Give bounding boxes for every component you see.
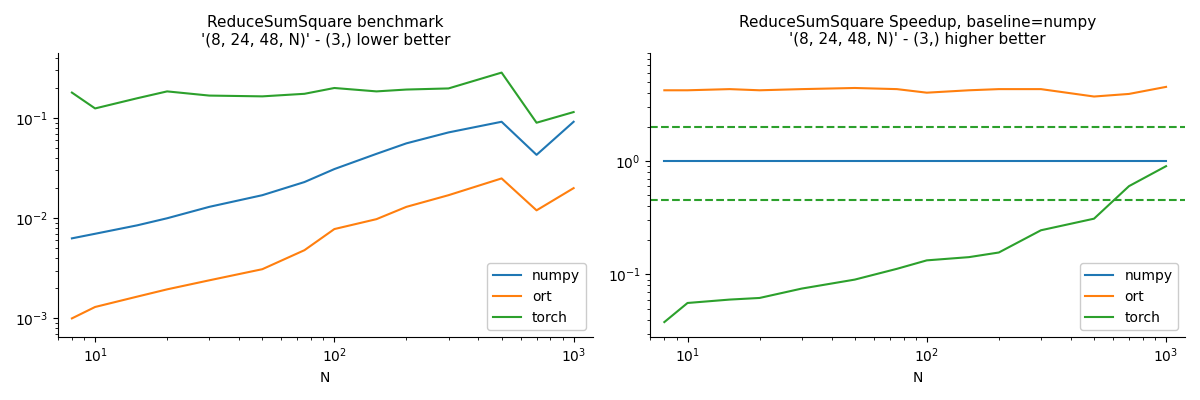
torch	[794, 286, 809, 291]
ort	[1087, 94, 1102, 99]
numpy	[889, 158, 904, 163]
Line: torch: torch	[72, 72, 574, 123]
Title: ReduceSumSquare benchmark
'(8, 24, 48, N)' - (3,) lower better: ReduceSumSquare benchmark '(8, 24, 48, N…	[200, 15, 450, 47]
Legend: numpy, ort, torch: numpy, ort, torch	[1080, 263, 1178, 330]
ort	[794, 87, 809, 92]
torch	[130, 96, 144, 101]
ort	[1159, 84, 1174, 89]
ort	[328, 227, 342, 232]
numpy	[328, 167, 342, 172]
torch	[442, 86, 456, 91]
torch	[961, 255, 976, 260]
ort	[680, 88, 695, 93]
torch	[65, 90, 79, 95]
torch	[529, 120, 544, 125]
torch	[919, 258, 934, 263]
ort	[889, 87, 904, 92]
Line: torch: torch	[665, 166, 1166, 322]
ort	[160, 287, 174, 292]
torch	[328, 86, 342, 90]
X-axis label: N: N	[320, 371, 330, 385]
Line: ort: ort	[665, 87, 1166, 96]
torch	[722, 297, 737, 302]
numpy	[1087, 158, 1102, 163]
torch	[889, 266, 904, 271]
numpy	[752, 158, 767, 163]
numpy	[494, 119, 509, 124]
torch	[752, 296, 767, 300]
torch	[991, 250, 1006, 255]
ort	[256, 267, 270, 272]
ort	[722, 87, 737, 92]
torch	[1033, 228, 1048, 233]
numpy	[298, 180, 312, 184]
ort	[566, 186, 581, 190]
numpy	[130, 223, 144, 228]
torch	[160, 89, 174, 94]
X-axis label: N: N	[912, 371, 923, 385]
numpy	[847, 158, 862, 163]
numpy	[919, 158, 934, 163]
torch	[256, 94, 270, 99]
torch	[1159, 164, 1174, 168]
ort	[919, 90, 934, 95]
Legend: numpy, ort, torch: numpy, ort, torch	[487, 263, 586, 330]
torch	[847, 277, 862, 282]
numpy	[88, 231, 102, 236]
Line: numpy: numpy	[72, 122, 574, 238]
torch	[494, 70, 509, 75]
torch	[1087, 216, 1102, 221]
torch	[298, 92, 312, 96]
Title: ReduceSumSquare Speedup, baseline=numpy
'(8, 24, 48, N)' - (3,) higher better: ReduceSumSquare Speedup, baseline=numpy …	[739, 15, 1097, 47]
numpy	[961, 158, 976, 163]
Line: ort: ort	[72, 178, 574, 318]
ort	[752, 88, 767, 93]
numpy	[160, 216, 174, 221]
ort	[991, 87, 1006, 92]
ort	[202, 278, 216, 283]
numpy	[442, 130, 456, 135]
numpy	[566, 119, 581, 124]
ort	[130, 294, 144, 299]
numpy	[991, 158, 1006, 163]
ort	[658, 88, 672, 93]
numpy	[1159, 158, 1174, 163]
torch	[370, 89, 384, 94]
numpy	[680, 158, 695, 163]
torch	[566, 110, 581, 114]
ort	[65, 316, 79, 321]
numpy	[794, 158, 809, 163]
numpy	[658, 158, 672, 163]
ort	[298, 248, 312, 252]
ort	[494, 176, 509, 181]
ort	[400, 204, 414, 209]
ort	[442, 193, 456, 198]
ort	[88, 304, 102, 309]
numpy	[202, 204, 216, 209]
ort	[847, 86, 862, 90]
ort	[1122, 92, 1136, 96]
ort	[529, 208, 544, 213]
torch	[88, 106, 102, 111]
numpy	[370, 152, 384, 156]
torch	[202, 93, 216, 98]
torch	[400, 87, 414, 92]
numpy	[256, 193, 270, 198]
numpy	[529, 152, 544, 157]
torch	[680, 300, 695, 305]
ort	[370, 217, 384, 222]
numpy	[400, 141, 414, 146]
numpy	[65, 236, 79, 241]
torch	[658, 320, 672, 324]
numpy	[1122, 158, 1136, 163]
numpy	[1033, 158, 1048, 163]
ort	[961, 88, 976, 93]
numpy	[722, 158, 737, 163]
ort	[1033, 87, 1048, 92]
torch	[1122, 184, 1136, 188]
